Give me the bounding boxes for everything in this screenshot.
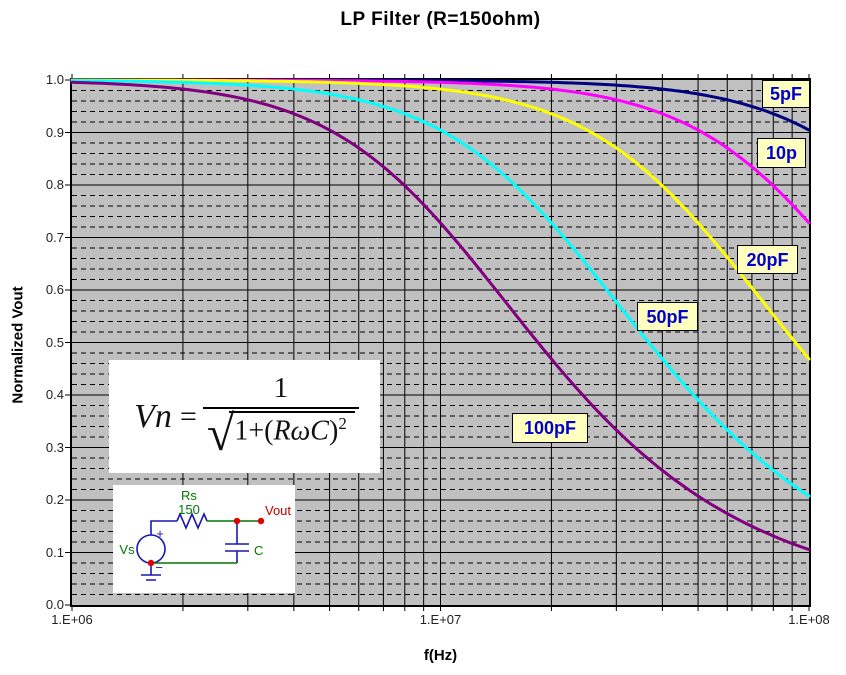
ground-node-dot (147, 559, 155, 567)
minus-sign: − (155, 560, 163, 575)
curve-50pF (70, 79, 811, 498)
y-tick-label: 0.8 (45, 177, 64, 192)
node-dot (233, 517, 241, 525)
circuit-nodes (147, 517, 265, 567)
vout-terminal-dot (257, 517, 265, 525)
curve-label-100pF: 100pF (512, 413, 588, 443)
c-label: C (254, 543, 263, 558)
equation-numerator: 1 (202, 372, 359, 409)
circuit-diagram-inset: Rs 150 Vs + − Vout C (113, 485, 295, 593)
y-tick-label: 1.0 (45, 72, 64, 87)
plot-grid-and-curves (65, 74, 811, 611)
equation-radicand: 1+(RωC)2 (229, 410, 355, 448)
curve-100pF (70, 80, 811, 552)
curve-20pF (70, 78, 811, 361)
circuit-green-wires (151, 520, 261, 564)
series-curves (70, 78, 811, 552)
rs-label: Rs (181, 488, 197, 503)
y-tick-label: 0.5 (45, 334, 64, 350)
equation-denominator: √ 1+(RωC)2 (206, 404, 355, 461)
x-axis-title: f(Hz) (423, 647, 458, 664)
vout-label: Vout (265, 503, 291, 518)
radicand-suffix: ) (329, 415, 339, 446)
curve-label-20pF: 20pF (737, 245, 798, 274)
y-tick-label: 0.9 (45, 124, 64, 140)
equation-fraction: 1 √ 1+(RωC)2 (202, 372, 359, 461)
y-tick-label: 0.6 (45, 282, 64, 297)
equation-lhs: Vn (134, 397, 172, 435)
vs-label: Vs (119, 542, 135, 557)
radicand-prefix: 1+( (234, 415, 274, 446)
equation-equals: = (179, 399, 197, 433)
capacitor-symbol (225, 521, 249, 563)
circuit-labels: Rs 150 Vs + − Vout C (119, 488, 291, 575)
curve-label-10pF: 10p (757, 138, 806, 168)
equation-inset: Vn = 1 √ 1+(RωC)2 (109, 360, 380, 473)
x-tick-label: 1.E+06 (51, 612, 93, 627)
y-tick-label: 0.3 (45, 439, 64, 455)
curve-label-50pF: 50pF (637, 302, 698, 331)
radicand-variables: RωC (273, 415, 329, 446)
y-tick-label: 0.1 (45, 544, 64, 560)
y-axis-title: Normalized Vout (9, 286, 27, 404)
source-to-resistor-wire (150, 520, 177, 535)
y-tick-label: 0.7 (45, 229, 64, 245)
circuit-schematic: Rs 150 Vs + − Vout C (119, 488, 291, 581)
plus-sign: + (156, 526, 164, 541)
y-tick-label: 0.4 (45, 387, 64, 402)
circuit-blue-wires (136, 511, 249, 581)
rs-value-label: 150 (178, 502, 200, 517)
radicand-exponent: 2 (338, 413, 347, 433)
x-tick-label: 1.E+07 (419, 612, 462, 627)
y-tick-label: 0.2 (45, 492, 64, 507)
curve-label-5pF: 5pF (762, 80, 810, 108)
chart-title: LP Filter (R=150ohm) (340, 9, 541, 30)
resistor-symbol (176, 511, 208, 531)
y-tick-label: 0.0 (45, 597, 64, 612)
radical-sign: √ (206, 404, 235, 461)
x-tick-label: 1.E+08 (788, 612, 830, 627)
